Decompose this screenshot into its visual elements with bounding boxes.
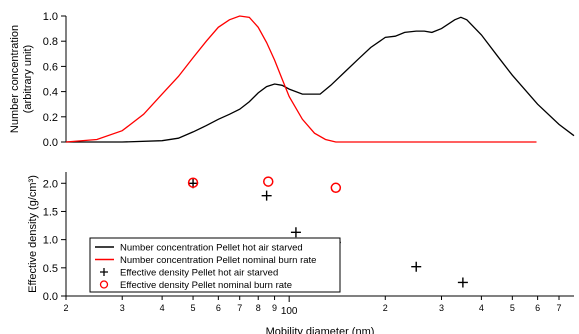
x-tick-label: 5 (510, 303, 515, 313)
x-tick-label: 100 (281, 306, 298, 317)
series-line-nominal-burn-rate (65, 15, 537, 143)
top-y-tick-label: 0.8 (43, 36, 58, 48)
top-y-axis-label: Number concentration (9, 25, 21, 133)
bottom-y-tick-label: 1.0 (43, 235, 58, 247)
x-tick-label: 3 (439, 303, 444, 313)
x-tick-label: 6 (535, 303, 540, 313)
bottom-y-tick-label: 2.0 (43, 178, 58, 190)
density-point-hot-air-starved (290, 227, 301, 238)
x-tick-label: 4 (160, 303, 165, 313)
x-tick-label: 7 (237, 303, 242, 313)
x-tick-label: 2 (63, 303, 68, 313)
x-tick-label: 2 (383, 303, 388, 313)
top-y-axis-label: (arbitrary unit) (22, 45, 34, 113)
x-tick-label: 4 (479, 303, 484, 313)
density-point-hot-air-starved (457, 277, 468, 288)
x-tick-label: 8 (256, 303, 261, 313)
legend-box (89, 237, 341, 293)
bottom-y-tick-label: 1.5 (43, 206, 58, 218)
x-tick-label: 3 (120, 303, 125, 313)
bottom-y-tick-label: 0.0 (43, 291, 58, 303)
legend-label: Number concentration Pellet hot air star… (120, 243, 303, 254)
density-point-nominal-burn-rate (330, 182, 342, 194)
bottom-y-tick-label: 0.5 (43, 263, 58, 275)
density-point-nominal-burn-rate (263, 176, 274, 187)
top-y-tick-label: 0.6 (43, 61, 58, 73)
legend-label: Number concentration Pellet nominal burn… (120, 255, 316, 266)
top-y-tick-label: 0.2 (43, 112, 58, 124)
legend-circle-swatch (99, 280, 109, 289)
x-axis-label: Mobility diameter (nm) (266, 326, 375, 334)
density-point-hot-air-starved (411, 261, 422, 272)
top-y-tick-label: 0.4 (43, 87, 58, 99)
density-point-hot-air-starved (261, 190, 272, 201)
top-y-tick-label: 1.0 (43, 11, 58, 23)
x-tick-label: 9 (272, 303, 277, 313)
series-line-hot-air-starved (66, 16, 575, 143)
x-tick-label: 5 (191, 303, 196, 313)
top-y-tick-label: 0.0 (43, 137, 58, 149)
legend-label: Effective density Pellet hot air starved (120, 268, 278, 279)
density-point-nominal-burn-rate (187, 177, 199, 188)
x-tick-label: 7 (556, 303, 561, 313)
legend-plus-swatch (100, 268, 108, 276)
x-tick-label: 6 (216, 303, 221, 313)
bottom-y-axis-label: Effective density (g/cm³) (27, 175, 39, 293)
legend-label: Effective density Pellet nominal burn ra… (120, 280, 292, 291)
